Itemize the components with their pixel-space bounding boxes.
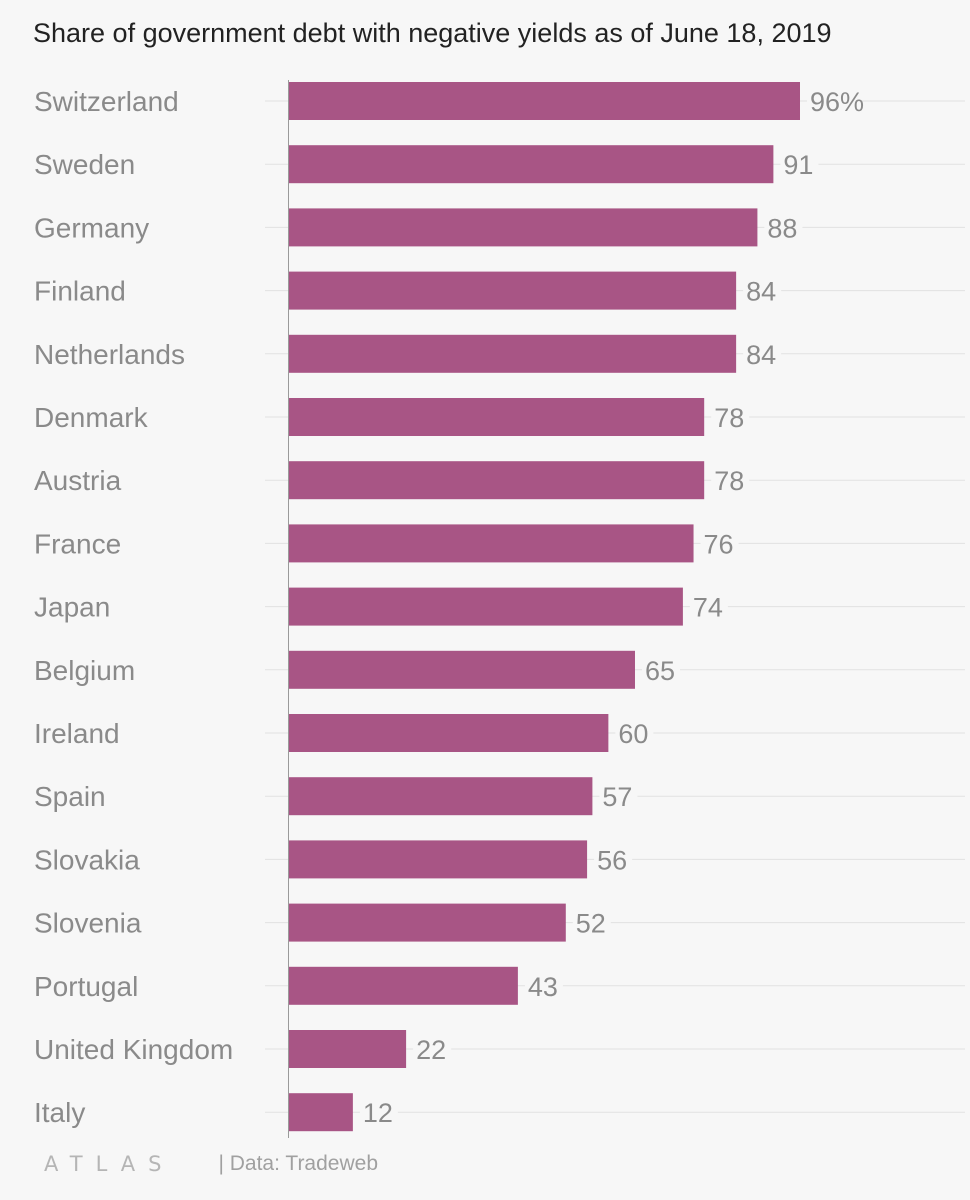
category-label-bg-portugal	[30, 970, 265, 1001]
value-label-bg-japan	[689, 590, 728, 623]
category-label-bg-slovenia	[30, 907, 265, 938]
value-label-germany: 88	[767, 213, 797, 243]
value-label-italy: 12	[363, 1098, 393, 1128]
value-label-bg-united-kingdom	[413, 1033, 452, 1065]
bar-finland[interactable]	[289, 271, 737, 310]
value-label-austria: 78	[714, 466, 744, 496]
value-label-bg-denmark	[711, 401, 750, 433]
category-label-slovakia: Slovakia	[34, 844, 140, 875]
category-label-finland: Finland	[34, 276, 126, 307]
category-label-ireland: Ireland	[34, 718, 120, 749]
category-label-bg-denmark	[30, 402, 265, 432]
category-label-bg-finland	[30, 275, 265, 306]
category-label-sweden: Sweden	[34, 149, 135, 180]
value-label-bg-slovenia	[572, 906, 611, 939]
category-label-bg-ireland	[30, 718, 265, 748]
category-label-bg-spain	[30, 781, 265, 812]
value-label-switzerland: 96%	[810, 87, 864, 117]
value-label-france: 76	[704, 529, 734, 559]
value-label-bg-switzerland	[807, 85, 861, 117]
bar-austria[interactable]	[289, 461, 705, 500]
value-label-bg-finland	[743, 274, 782, 307]
category-label-belgium: Belgium	[34, 655, 135, 686]
category-labels: Switzerland Sweden Germany Finland Netherlan…	[30, 86, 265, 1128]
category-label-bg-switzerland	[30, 86, 265, 116]
bar-italy[interactable]	[289, 1093, 353, 1132]
value-label-bg-italy	[359, 1096, 398, 1129]
value-label-bg-portugal	[524, 969, 563, 1002]
category-label-bg-sweden	[30, 149, 265, 180]
value-label-ireland: 60	[618, 719, 648, 749]
category-label-bg-france	[30, 528, 265, 559]
value-label-bg-sweden	[780, 148, 819, 181]
bar-denmark[interactable]	[289, 398, 705, 436]
category-label-switzerland: Switzerland	[34, 86, 179, 117]
value-label-bg-belgium	[641, 653, 680, 686]
bar-japan[interactable]	[289, 587, 683, 626]
value-label-belgium: 65	[645, 656, 675, 686]
bar-united-kingdom[interactable]	[289, 1030, 407, 1068]
category-label-bg-austria	[30, 465, 265, 496]
category-label-bg-germany	[30, 212, 265, 243]
category-label-portugal: Portugal	[34, 971, 138, 1002]
value-label-bg-netherlands	[743, 337, 782, 370]
value-label-netherlands: 84	[746, 340, 776, 370]
value-label-portugal: 43	[528, 972, 558, 1002]
category-label-slovenia: Slovenia	[34, 908, 142, 939]
value-label-sweden: 91	[783, 150, 813, 180]
value-labels: 96% 91 88 84 84 78 78 76 74 65 60 57 56 52 43 22 12	[359, 85, 864, 1129]
bar-spain[interactable]	[289, 777, 593, 816]
category-label-bg-belgium	[30, 654, 265, 685]
category-label-netherlands: Netherlands	[34, 339, 185, 370]
category-label-germany: Germany	[34, 212, 149, 243]
value-label-finland: 84	[746, 277, 776, 307]
category-label-denmark: Denmark	[34, 402, 149, 433]
value-label-slovenia: 52	[576, 909, 606, 939]
footer: ATLAS | Data: Tradeweb	[44, 1152, 378, 1176]
category-label-austria: Austria	[34, 465, 122, 496]
value-label-bg-ireland	[615, 717, 654, 749]
value-label-bg-austria	[711, 464, 750, 497]
bar-switzerland[interactable]	[289, 82, 800, 120]
bars	[289, 82, 800, 1132]
category-label-japan: Japan	[34, 592, 110, 623]
data-source: | Data: Tradeweb	[218, 1152, 378, 1175]
value-label-spain: 57	[602, 782, 632, 812]
category-label-spain: Spain	[34, 781, 106, 812]
value-label-denmark: 78	[714, 403, 744, 433]
value-label-bg-france	[700, 527, 739, 560]
bar-germany[interactable]	[289, 208, 758, 247]
value-label-slovakia: 56	[597, 845, 627, 875]
chart-title: Share of government debt with negative y…	[33, 18, 832, 48]
category-label-bg-netherlands	[30, 338, 265, 369]
bar-slovenia[interactable]	[289, 903, 566, 942]
category-label-united-kingdom: United Kingdom	[34, 1034, 233, 1065]
value-label-united-kingdom: 22	[416, 1035, 446, 1065]
value-label-bg-slovakia	[594, 843, 633, 876]
category-label-italy: Italy	[34, 1097, 85, 1128]
atlas-logo[interactable]: ATLAS	[44, 1152, 175, 1176]
bar-slovakia[interactable]	[289, 840, 588, 879]
category-label-bg-japan	[30, 591, 265, 622]
bar-portugal[interactable]	[289, 966, 518, 1005]
category-label-bg-slovakia	[30, 844, 265, 875]
category-label-bg-united-kingdom	[30, 1034, 265, 1064]
bar-netherlands[interactable]	[289, 334, 737, 373]
value-label-japan: 74	[693, 593, 723, 623]
category-label-bg-italy	[30, 1097, 265, 1128]
bar-sweden[interactable]	[289, 145, 774, 184]
category-label-france: France	[34, 528, 121, 559]
bar-ireland[interactable]	[289, 714, 609, 752]
value-label-bg-spain	[599, 780, 638, 813]
bar-france[interactable]	[289, 524, 694, 563]
value-label-bg-germany	[764, 211, 803, 244]
bar-belgium[interactable]	[289, 650, 635, 689]
